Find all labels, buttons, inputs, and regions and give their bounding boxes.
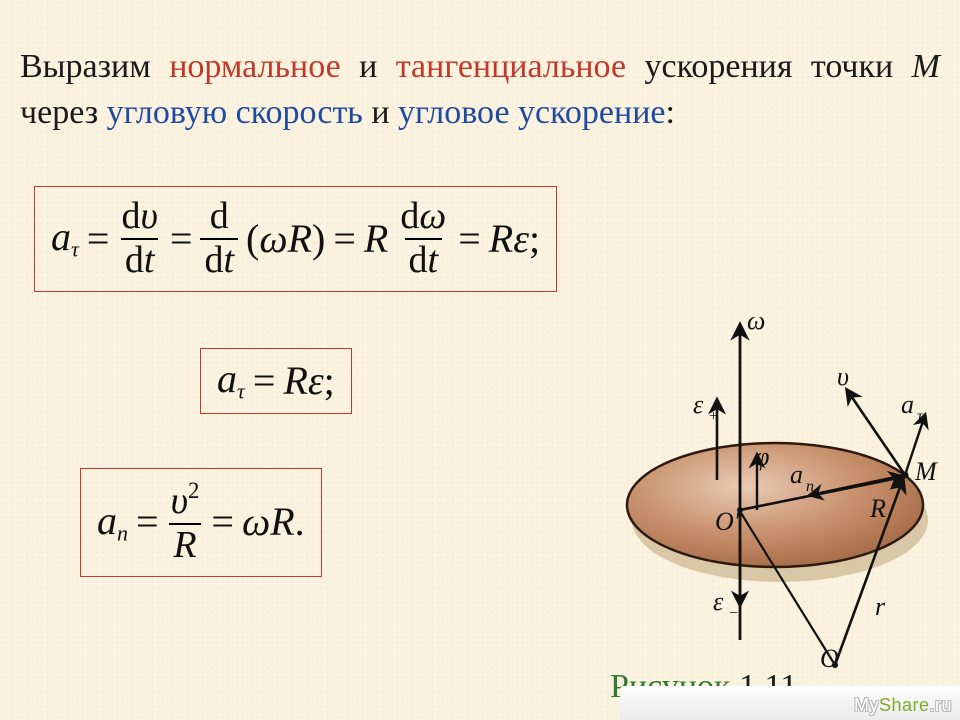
equation-box-atau-result: aτ = Rε; (200, 348, 352, 414)
svg-text:O: O (820, 644, 839, 670)
equation-atau-result: aτ = Rε; (217, 359, 335, 403)
point-m: M (912, 48, 940, 85)
equation-box-atau-derivation: aτ = dυ dt = d dt (ωR) = R dω dt = Rε; (34, 186, 557, 292)
text-mid2: ускорения точки (626, 48, 912, 85)
svg-text:φ⃗: φ⃗ (755, 442, 790, 471)
svg-text:n: n (806, 478, 814, 495)
wm-domain: .ru (929, 695, 952, 715)
svg-text:+: + (709, 408, 718, 425)
text-mid1: и (341, 48, 396, 85)
svg-text:r⃗: r⃗ (875, 592, 905, 621)
svg-text:O′: O′ (715, 507, 740, 536)
hl-angular-accel: угловое ускорение (398, 94, 665, 131)
svg-text:−: − (729, 605, 738, 622)
equation-box-an: an = υ2 R = ωR. (80, 468, 322, 577)
equation-an: an = υ2 R = ωR. (97, 479, 305, 566)
text-post: : (665, 94, 674, 131)
equation-atau-derivation: aτ = dυ dt = d dt (ωR) = R dω dt = Rε; (51, 197, 540, 281)
wm-my: My (854, 695, 879, 715)
text-mid3: через (20, 94, 107, 131)
wm-share: Share (879, 695, 930, 715)
svg-text:M: M (914, 457, 938, 486)
hl-normal: нормальное (169, 48, 341, 85)
hl-angular-velocity: угловую скорость (107, 94, 363, 131)
hl-tangential: тангенциальное (396, 48, 626, 85)
intro-paragraph: Выразим нормальное и тангенциальное уско… (20, 44, 940, 136)
figure-1-11: ω⃗ ε⃗ + υ⃗ a⃗ τ M φ⃗ a⃗ n R⃗ O′ (615, 305, 940, 670)
svg-text:R⃗: R⃗ (869, 494, 906, 523)
watermark: MyShare.ru (854, 695, 952, 716)
svg-text:υ⃗: υ⃗ (837, 362, 869, 391)
text-pre: Выразим (20, 48, 169, 85)
svg-text:ω⃗: ω⃗ (747, 306, 786, 335)
slide: Выразим нормальное и тангенциальное уско… (0, 0, 960, 720)
text-mid4: и (363, 94, 398, 131)
